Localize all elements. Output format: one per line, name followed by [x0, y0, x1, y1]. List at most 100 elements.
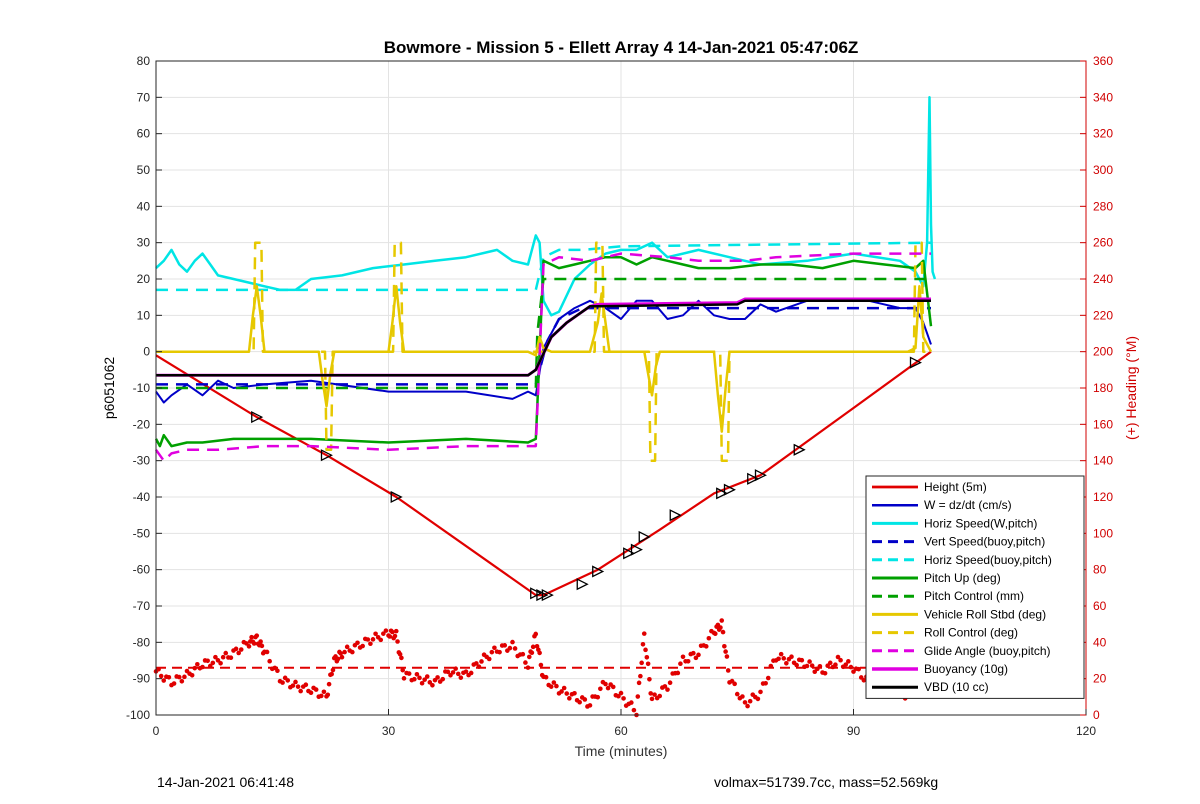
heading-point — [856, 666, 861, 672]
y-tick-label: 10 — [137, 308, 151, 322]
height-marker — [530, 587, 543, 600]
heading-point — [724, 654, 730, 659]
heading-point — [158, 673, 164, 679]
height-marker — [541, 589, 554, 602]
heading-point — [207, 663, 213, 669]
heading-point — [561, 685, 567, 691]
heading-point — [640, 641, 646, 647]
y-tick-label: -90 — [133, 672, 151, 686]
heading-point — [789, 654, 794, 659]
x-tick-label: 120 — [1076, 724, 1096, 738]
y-right-tick-label: 220 — [1093, 308, 1113, 322]
series-line-5 — [154, 255, 933, 448]
heading-point — [647, 676, 652, 682]
heading-point — [238, 647, 244, 652]
y-tick-label: 80 — [137, 54, 151, 68]
heading-point — [330, 667, 336, 673]
heading-point — [200, 664, 205, 670]
heading-point — [781, 656, 787, 661]
heading-point — [360, 643, 365, 649]
heading-point — [755, 696, 761, 702]
heading-point — [342, 649, 347, 655]
y-tick-label: -70 — [133, 599, 151, 613]
heading-point — [293, 679, 298, 685]
heading-point — [295, 684, 301, 689]
heading-point — [533, 631, 539, 637]
series-line-4 — [156, 241, 932, 292]
y-right-tick-label: 240 — [1093, 272, 1113, 286]
y-right-tick-label: 280 — [1093, 199, 1113, 213]
y-tick-label: 30 — [137, 236, 151, 250]
heading-point — [223, 650, 229, 656]
y-right-tick-label: 0 — [1093, 708, 1100, 722]
legend-label: Vehicle Roll Stbd (deg) — [924, 607, 1046, 621]
legend-label: Roll Control (deg) — [924, 626, 1018, 640]
height-marker — [909, 356, 922, 369]
x-tick-label: 30 — [382, 724, 396, 738]
heading-point — [765, 675, 771, 681]
heading-point — [463, 669, 469, 674]
y-tick-label: 50 — [137, 163, 151, 177]
heading-point — [835, 654, 841, 660]
heading-point — [693, 655, 699, 661]
y-tick-label: -80 — [133, 635, 151, 649]
heading-point — [548, 684, 554, 689]
heading-point — [378, 637, 384, 643]
heading-point — [254, 633, 260, 638]
heading-point — [430, 683, 435, 688]
heading-point — [525, 665, 531, 670]
heading-point — [458, 675, 464, 680]
heading-point — [649, 696, 655, 702]
heading-point — [799, 657, 805, 663]
heading-point — [538, 662, 544, 668]
heading-point — [851, 669, 856, 674]
series-line-11 — [156, 299, 931, 377]
heading-point — [605, 685, 611, 691]
heading-point — [412, 676, 417, 682]
heading-point — [838, 657, 843, 663]
heading-point — [827, 660, 833, 666]
heading-point — [510, 639, 515, 645]
heading-point — [718, 625, 723, 630]
heading-point — [587, 703, 593, 708]
legend-label: Glide Angle (buoy,pitch) — [924, 644, 1051, 658]
heading-point — [303, 682, 309, 687]
heading-point — [740, 694, 745, 699]
heading-point — [251, 641, 257, 646]
height-marker — [630, 543, 643, 556]
heading-point — [381, 631, 386, 636]
heading-point — [339, 654, 345, 660]
heading-point — [368, 641, 373, 647]
heading-point — [156, 666, 161, 672]
y-right-tick-label: 160 — [1093, 417, 1113, 431]
heading-point — [189, 672, 195, 678]
heading-point — [559, 689, 564, 694]
heading-point — [502, 643, 508, 648]
series-line-8 — [156, 241, 931, 462]
heading-point — [326, 681, 332, 687]
heading-point — [843, 662, 849, 667]
y-tick-label: 60 — [137, 127, 151, 141]
heading-point — [675, 670, 681, 676]
height-marker — [623, 547, 636, 560]
heading-point — [182, 674, 187, 680]
heading-point — [526, 654, 532, 660]
height-marker — [793, 443, 806, 456]
y-right-tick-label: 360 — [1093, 54, 1113, 68]
heading-point — [732, 681, 737, 687]
heading-point — [476, 664, 482, 669]
heading-point — [742, 700, 748, 705]
heading-point — [395, 639, 400, 644]
legend-label: Height (5m) — [924, 480, 987, 494]
heading-point — [794, 662, 799, 668]
heading-point — [275, 668, 280, 674]
heading-point — [246, 644, 252, 649]
heading-point — [329, 671, 334, 677]
heading-point — [537, 650, 542, 656]
y-right-tick-label: 60 — [1093, 599, 1107, 613]
legend-label: Horiz Speed(buoy,pitch) — [924, 553, 1052, 567]
x-tick-label: 90 — [847, 724, 861, 738]
heading-point — [507, 645, 513, 651]
x-tick-label: 60 — [614, 724, 628, 738]
